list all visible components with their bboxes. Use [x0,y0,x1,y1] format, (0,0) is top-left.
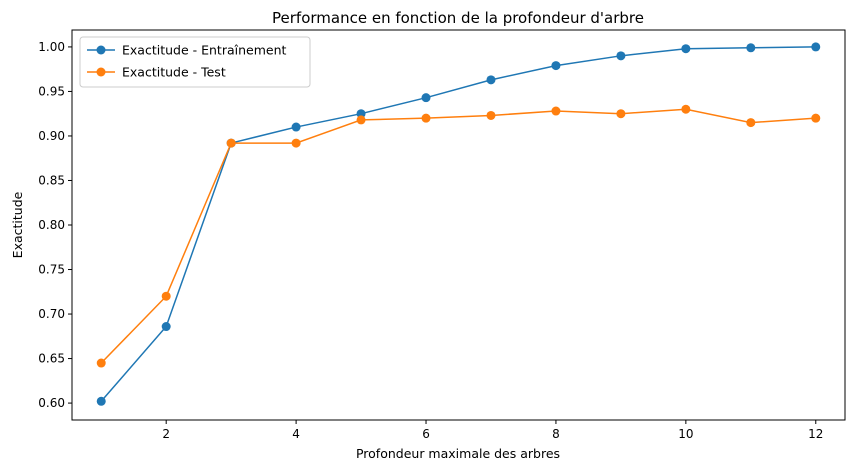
legend-marker-test [96,67,106,77]
y-tick-label: 1.00 [38,40,65,54]
legend-label-test: Exactitude - Test [122,65,226,80]
data-point-test [486,110,496,120]
data-point-test [291,138,301,148]
y-tick-label: 0.60 [38,396,65,410]
x-tick-label: 2 [162,427,170,441]
x-tick-label: 4 [292,427,300,441]
legend: Exactitude - Entraînement Exactitude - T… [79,36,311,88]
data-point-train [161,322,171,332]
legend-marker-train [96,45,106,55]
data-point-test [226,138,236,148]
series-line-test [100,108,816,364]
x-tick-label: 8 [552,427,560,441]
data-point-test [161,291,171,301]
data-point-train [96,396,106,406]
data-point-train [421,93,431,103]
data-point-train [681,44,691,54]
data-point-train [746,43,756,53]
data-point-train [356,109,366,119]
x-tick-label: 12 [808,427,823,441]
data-point-test [681,104,691,114]
data-point-test [616,109,626,119]
data-point-test [421,113,431,123]
data-point-train [811,42,821,52]
data-point-train [551,61,561,71]
series-line-train [100,46,816,402]
y-tick-label: 0.95 [38,84,65,98]
data-point-test [551,106,561,116]
data-point-test [811,113,821,123]
data-point-test [96,358,106,368]
x-tick-label: 10 [678,427,693,441]
chart-title: Performance en fonction de la profondeur… [272,9,644,27]
series-group [96,42,821,406]
x-axis-label: Profondeur maximale des arbres [356,446,560,461]
legend-box [79,36,311,88]
data-point-train [616,51,626,61]
y-tick-label: 0.90 [38,129,65,143]
data-point-train [291,122,301,132]
x-tick-label: 6 [422,427,430,441]
x-axis: 2 4 6 8 10 12 [162,420,823,441]
legend-label-train: Exactitude - Entraînement [122,43,287,58]
data-point-test [746,118,756,128]
data-point-train [486,75,496,85]
data-point-test [356,115,366,125]
y-axis-label: Exactitude [10,191,25,258]
y-tick-label: 0.85 [38,173,65,187]
y-tick-label: 0.75 [38,263,65,277]
y-axis: 0.60 0.65 0.70 0.75 0.80 0.85 0.90 0.95 1.00 [38,40,72,410]
y-tick-label: 0.70 [38,307,65,321]
y-tick-label: 0.80 [38,218,65,232]
y-tick-label: 0.65 [38,352,65,366]
